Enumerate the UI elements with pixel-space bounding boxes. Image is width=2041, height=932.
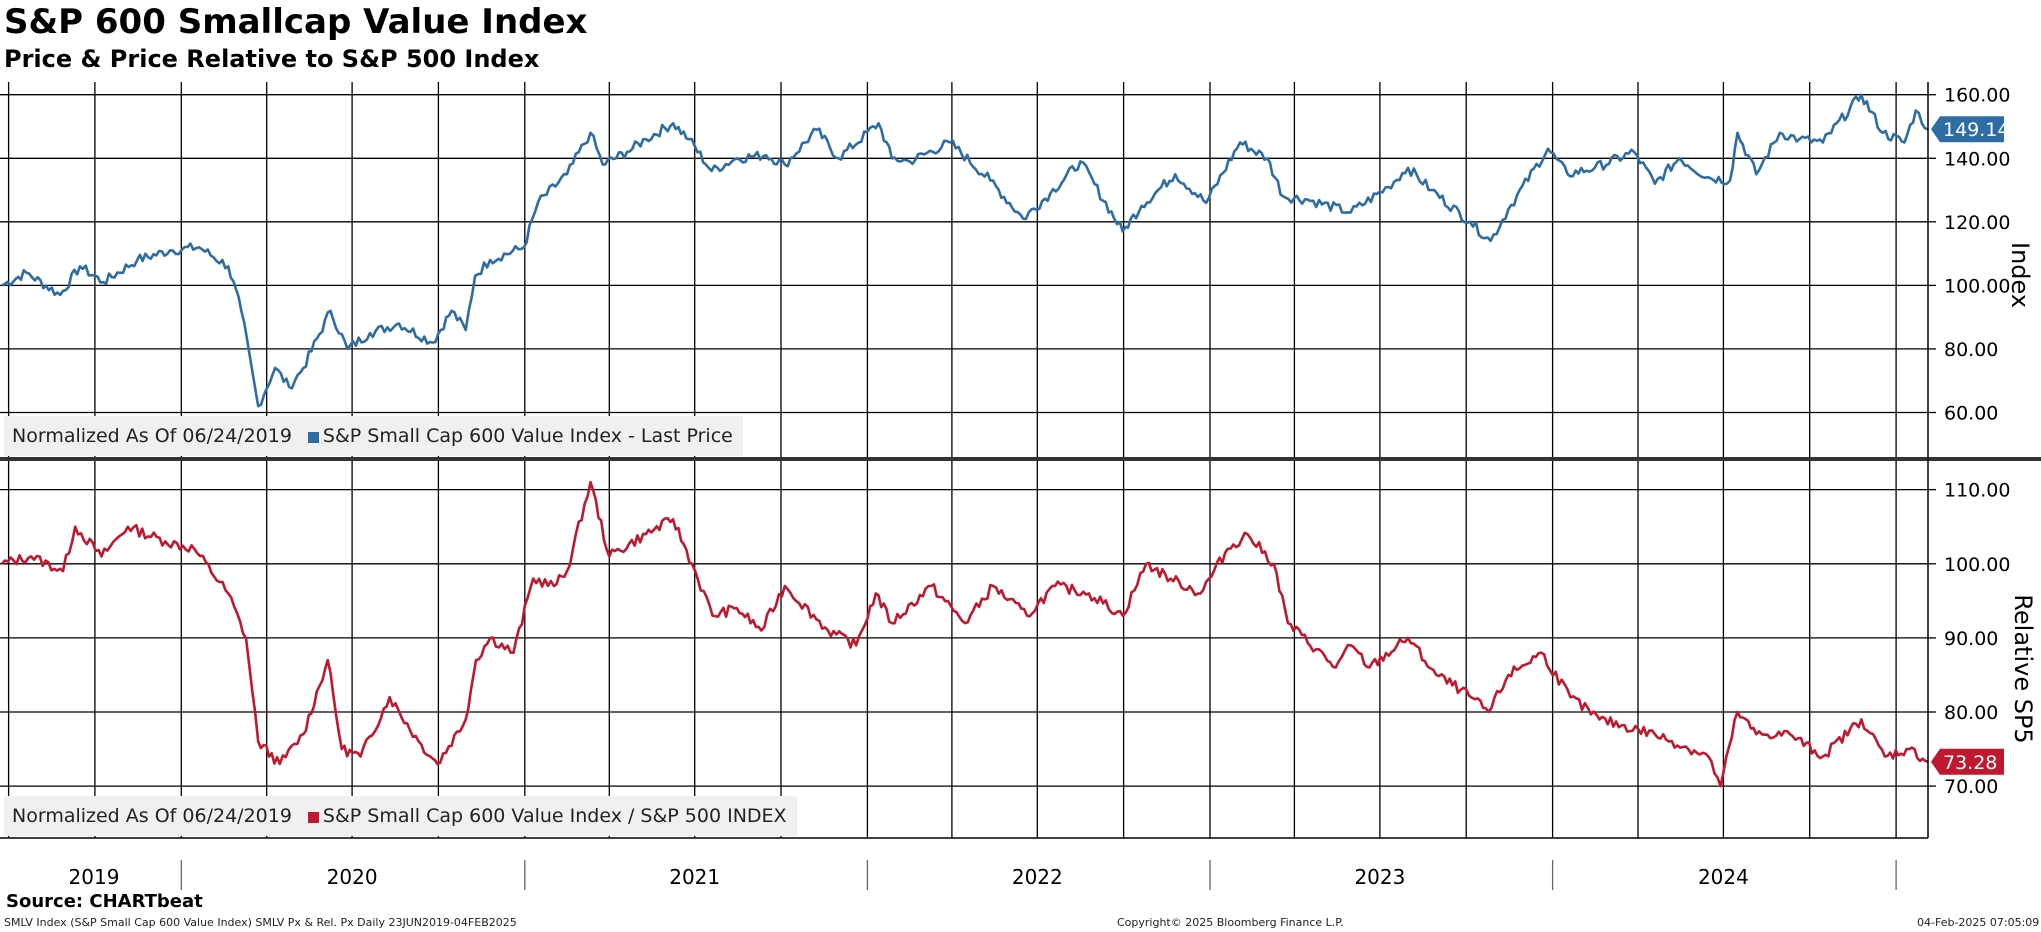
bottom-y-tick-label: 100.00 (1944, 554, 2010, 576)
bottom-y-tick-label: 110.00 (1944, 480, 2010, 502)
bottom-y-axis-title: Relative SP5 (2009, 594, 2037, 744)
top-last-value-label: 149.14 (1943, 119, 2009, 141)
source-note: Source: CHARTbeat (6, 891, 203, 912)
top-series-line (1, 93, 1929, 408)
top-y-tick-label: 80.00 (1944, 339, 1998, 361)
x-year-label: 2020 (327, 865, 378, 889)
bottom-y-tick-label: 80.00 (1944, 702, 1998, 724)
top-y-tick-label: 160.00 (1944, 85, 2010, 107)
x-year-label: 2024 (1698, 865, 1749, 889)
top-legend-swatch (307, 432, 319, 443)
top-y-axis-title: Index (2006, 242, 2034, 309)
top-y-tick-label: 120.00 (1944, 212, 2010, 234)
bottom-series-line (1, 480, 1929, 788)
x-year-label: 2021 (669, 865, 720, 889)
top-last-value-flag (1931, 116, 2004, 143)
top-legend-prefix: Normalized As Of 06/24/2019 (12, 425, 292, 447)
footer-copyright: Copyright© 2025 Bloomberg Finance L.P. (1117, 916, 1344, 929)
bottom-y-tick-label: 90.00 (1944, 628, 1998, 650)
chart-title: S&P 600 Smallcap Value Index (4, 2, 588, 42)
bottom-last-value-label: 73.28 (1943, 752, 1997, 774)
bottom-y-tick-label: 70.00 (1944, 776, 1998, 798)
bottom-legend: Normalized As Of 06/24/2019 S&P Small Cap… (4, 796, 797, 836)
chart-subtitle: Price & Price Relative to S&P 500 Index (4, 45, 540, 73)
x-year-label: 2019 (69, 865, 120, 889)
footer-description: SMLV Index (S&P Small Cap 600 Value Inde… (4, 916, 517, 929)
x-year-label: 2023 (1354, 865, 1405, 889)
series-lines (1, 93, 1929, 788)
bottom-last-value-flag (1931, 748, 2004, 775)
top-legend: Normalized As Of 06/24/2019 S&P Small Cap… (4, 416, 743, 456)
top-y-tick-label: 60.00 (1944, 403, 1998, 425)
axes: 60.00 80.00 100.00 120.00 140.00 160.00 149.14… (0, 82, 2041, 890)
bottom-legend-series-name: S&P Small Cap 600 Value Index / S&P 500 … (322, 805, 787, 827)
x-year-label: 2022 (1012, 865, 1063, 889)
top-legend-series-name: S&P Small Cap 600 Value Index - Last Pri… (322, 425, 733, 447)
top-y-tick-label: 140.00 (1944, 148, 2010, 170)
footer-timestamp: 04-Feb-2025 07:05:09 (1917, 916, 2040, 929)
top-y-tick-label: 100.00 (1944, 275, 2010, 297)
bottom-legend-swatch (307, 812, 319, 823)
bottom-legend-prefix: Normalized As Of 06/24/2019 (12, 805, 292, 827)
